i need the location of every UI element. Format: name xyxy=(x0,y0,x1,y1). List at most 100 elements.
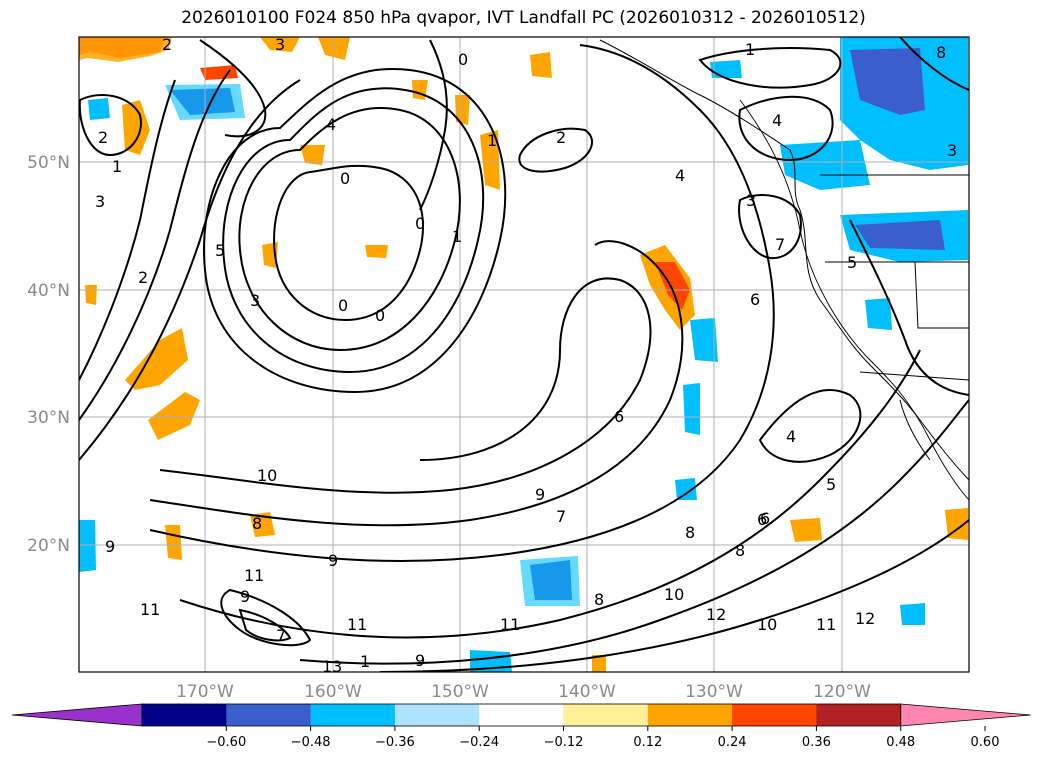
shading-patch xyxy=(365,245,388,258)
contour-label: 3 xyxy=(947,141,957,160)
colorbar-segment xyxy=(226,704,312,726)
coastline xyxy=(899,399,931,461)
border-line xyxy=(914,261,969,329)
contour-line xyxy=(738,194,802,260)
shading-patch xyxy=(200,65,238,80)
contour-label: 11 xyxy=(816,615,836,634)
contour-label: 9 xyxy=(105,537,115,556)
contour-label: 10 xyxy=(757,615,777,634)
shading-patch xyxy=(85,285,97,305)
contour-label: 0 xyxy=(338,296,348,315)
shading-patch xyxy=(530,52,552,78)
contour-label: 9 xyxy=(240,587,250,606)
contour-label: 1 xyxy=(360,652,370,671)
contour-line xyxy=(379,519,969,672)
contour-label: 5 xyxy=(215,241,225,260)
shading-patch xyxy=(855,220,945,250)
contour-label: 5 xyxy=(826,475,836,494)
contour-line xyxy=(220,588,312,647)
contour-label: 6 xyxy=(760,509,770,528)
contour-line xyxy=(203,67,507,394)
colorbar-segment xyxy=(310,704,396,726)
contour-label: 5 xyxy=(847,253,857,272)
contour-label: 3 xyxy=(95,192,105,211)
shading-patch xyxy=(470,650,512,672)
border-line xyxy=(859,371,969,381)
colorbar-segment xyxy=(563,704,649,726)
contour-label: 4 xyxy=(772,111,782,130)
lat-label: 40°N xyxy=(27,281,70,301)
map-frame xyxy=(78,36,970,673)
contour-line xyxy=(159,277,652,494)
latitude-labels: 50°N 40°N 30°N 20°N xyxy=(27,153,70,556)
shading-patch xyxy=(455,95,470,125)
contour-label: 9 xyxy=(535,485,545,504)
lon-label: 160°W xyxy=(304,682,362,702)
colorbar-segment xyxy=(647,704,733,726)
shading-patch xyxy=(520,556,580,606)
contour-line xyxy=(149,240,684,527)
contour-label: 0 xyxy=(340,169,350,188)
contour-line xyxy=(79,79,301,461)
contour-line xyxy=(79,69,231,421)
shading-patch xyxy=(690,318,718,362)
colorbar-tick-label: 0.12 xyxy=(633,735,662,750)
colorbar-tick-label: −0.36 xyxy=(375,735,415,750)
contour-label: 6 xyxy=(614,407,624,426)
contour-label: 7 xyxy=(276,626,286,645)
lat-label: 30°N xyxy=(27,408,70,428)
lat-label: 20°N xyxy=(27,536,70,556)
contour-line xyxy=(199,39,267,138)
shading-patch xyxy=(592,655,606,672)
shading-patch xyxy=(945,508,968,540)
colorbar-tick-label: 0.60 xyxy=(971,735,1000,750)
contour-line xyxy=(758,389,862,463)
lon-label: 150°W xyxy=(431,682,489,702)
contour-label: 11 xyxy=(244,566,264,585)
colorbar: −0.60 −0.48 −0.36 −0.24 −0.12 0.12 0.24 0.36 0.4… xyxy=(11,703,1031,750)
contour-line xyxy=(698,47,842,89)
colorbar-segments xyxy=(11,703,1031,727)
contour-line xyxy=(899,37,969,91)
colorbar-tick-label: −0.24 xyxy=(459,735,499,750)
colorbar-tick-label: 0.48 xyxy=(886,735,915,750)
shading-patch xyxy=(850,48,925,115)
colorbar-tick-label: −0.48 xyxy=(291,735,331,750)
contour-label: 8 xyxy=(735,541,745,560)
lon-label: 170°W xyxy=(176,682,234,702)
colorbar-extend-low xyxy=(11,703,143,727)
coastline xyxy=(599,39,969,481)
lon-label: 120°W xyxy=(813,682,871,702)
contour-labels: 2 3 0 1 4 2 1 8 2 1 3 4 3 0 0 5 3 2 0 0 … xyxy=(95,37,957,676)
contour-label: 11 xyxy=(500,615,520,634)
contour-label: 12 xyxy=(855,609,875,628)
contour-label: 6 xyxy=(757,510,767,529)
longitude-labels: 170°W 160°W 150°W 140°W 130°W 120°W xyxy=(176,682,871,702)
contour-label: 9 xyxy=(328,551,338,570)
contour-line xyxy=(419,39,448,211)
contour-label: 10 xyxy=(257,466,277,485)
colorbar-tick-label: −0.12 xyxy=(544,735,584,750)
lat-label: 50°N xyxy=(27,153,70,173)
map-plot-area: 2 3 0 1 4 2 1 8 2 1 3 4 3 0 0 5 3 2 0 0 … xyxy=(79,37,969,676)
contour-label: 8 xyxy=(594,590,604,609)
contour-label: 8 xyxy=(685,523,695,542)
contour-line xyxy=(238,107,461,352)
contour-label: 10 xyxy=(664,585,684,604)
contour-label: 8 xyxy=(936,43,946,62)
contour-label: 0 xyxy=(458,50,468,69)
contour-label: 9 xyxy=(415,651,425,670)
contour-line xyxy=(79,79,176,381)
contour-label: 7 xyxy=(775,235,785,254)
contour-label: 13 xyxy=(322,657,342,676)
contour-label: 2 xyxy=(98,128,108,147)
lon-label: 140°W xyxy=(558,682,616,702)
colorbar-segment xyxy=(816,704,902,726)
shading-patch xyxy=(88,98,110,120)
contour-label: 2 xyxy=(556,128,566,147)
shading-patch xyxy=(148,392,200,440)
contour-line xyxy=(238,608,292,642)
contour-label: 7 xyxy=(556,507,566,526)
shading-patch xyxy=(683,383,700,435)
